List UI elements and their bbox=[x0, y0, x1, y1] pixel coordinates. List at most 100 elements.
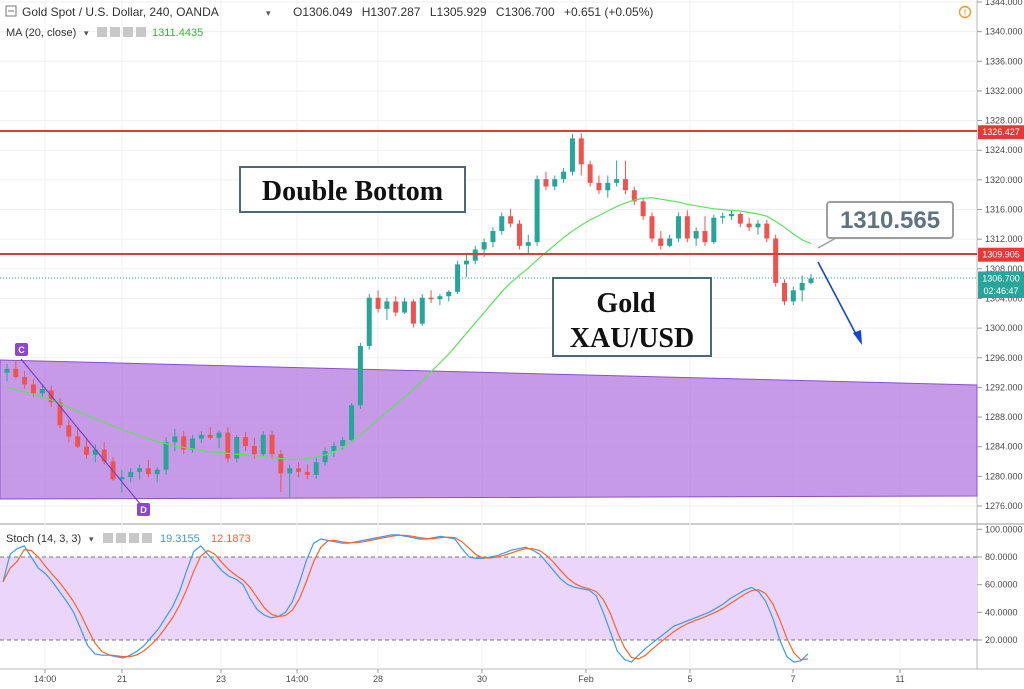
candle-body-down bbox=[101, 449, 107, 462]
low-value: 1305.929 bbox=[437, 5, 487, 19]
price-label-tags: 1326.427 1309.905 1306.700 02:46:47 bbox=[978, 125, 1024, 299]
time-tick-label: 5 bbox=[687, 674, 692, 684]
candle-body-down bbox=[13, 368, 19, 378]
price-tick-label: 1280.000 bbox=[985, 471, 1023, 481]
ma-settings-icon[interactable] bbox=[110, 27, 120, 37]
candle-body-down bbox=[243, 437, 249, 446]
stoch-indicator-label[interactable]: Stoch (14, 3, 3) bbox=[6, 533, 81, 545]
candle-body-up bbox=[552, 179, 558, 187]
gold-label-line1: Gold bbox=[596, 288, 656, 319]
price-tag bbox=[978, 271, 1024, 286]
open-value: 1306.049 bbox=[302, 5, 352, 19]
symbol-title[interactable]: Gold Spot / U.S. Dollar, 240, OANDA bbox=[22, 5, 219, 19]
price-tick-label: 1320.000 bbox=[985, 175, 1023, 185]
ma-tool-icons[interactable] bbox=[97, 27, 146, 37]
stoch-dropdown-icon[interactable]: ▾ bbox=[89, 534, 94, 544]
stoch-tick-label: 80.0000 bbox=[985, 552, 1018, 562]
point-d-marker[interactable] bbox=[137, 503, 150, 516]
stoch-d-value: 12.1873 bbox=[211, 533, 251, 545]
price-tick-label: 1308.000 bbox=[985, 264, 1023, 274]
price-tick-label: 1296.000 bbox=[985, 353, 1023, 363]
alert-icon[interactable] bbox=[958, 5, 972, 19]
candle-body-down bbox=[22, 377, 28, 385]
main-legend: Gold Spot / U.S. Dollar, 240, OANDA ▾ O1… bbox=[5, 5, 972, 545]
ma-20-line bbox=[6, 197, 812, 460]
candle-body-down bbox=[649, 216, 655, 239]
ma-dropdown-icon[interactable]: ▾ bbox=[84, 28, 89, 38]
candle-body-up bbox=[481, 242, 487, 250]
stoch-tick-label: 20.0000 bbox=[985, 635, 1018, 645]
candle-body-up bbox=[154, 469, 160, 475]
price-tick-label: 1344.000 bbox=[985, 0, 1023, 7]
price-tick-label: 1340.000 bbox=[985, 27, 1023, 37]
stoch-k-value: 19.3155 bbox=[160, 533, 200, 545]
candle-body-down bbox=[746, 223, 752, 228]
callout-text: 1310.565 bbox=[840, 207, 940, 234]
ma-indicator-label[interactable]: MA (20, close) bbox=[6, 27, 76, 39]
candle-body-down bbox=[269, 434, 275, 455]
candle-body-up bbox=[499, 216, 505, 232]
price-axis[interactable]: 1344.000 1340.000 1336.000 1332.000 1328.000… bbox=[977, 0, 1023, 511]
open-prefix: O bbox=[293, 5, 302, 19]
price-tick-label: 1316.000 bbox=[985, 205, 1023, 215]
candle-body-up bbox=[419, 297, 425, 324]
candle-body-down bbox=[764, 223, 770, 239]
callout-box[interactable] bbox=[826, 201, 954, 239]
candle-body-up bbox=[437, 296, 443, 300]
candle-body-up bbox=[198, 434, 204, 439]
stoch-settings-icon[interactable] bbox=[116, 533, 126, 543]
gold-label-box[interactable] bbox=[552, 277, 712, 357]
ma-eye-icon[interactable] bbox=[97, 27, 107, 37]
collapse-icon[interactable] bbox=[5, 5, 17, 17]
stoch-overbought-oversold-band bbox=[0, 557, 977, 640]
time-axis[interactable]: 14:00 21 23 14:00 28 30 Feb 5 7 11 bbox=[34, 669, 905, 684]
candle-body-down bbox=[684, 216, 690, 239]
candle-body-up bbox=[128, 471, 134, 478]
price-tick-label: 1288.000 bbox=[985, 412, 1023, 422]
price-tick-label: 1328.000 bbox=[985, 116, 1023, 126]
time-tick-label: 11 bbox=[895, 674, 904, 684]
ma-close-icon[interactable] bbox=[136, 27, 146, 37]
candle-body-up bbox=[119, 477, 125, 480]
point-c-marker[interactable] bbox=[15, 343, 28, 356]
candle-body-up bbox=[720, 216, 726, 218]
price-tag-label: 1309.905 bbox=[982, 250, 1020, 260]
candle-body-up bbox=[561, 171, 567, 180]
symbol-dropdown-icon[interactable]: ▾ bbox=[266, 8, 271, 18]
candle-body-down bbox=[596, 182, 602, 191]
double-bottom-box[interactable] bbox=[239, 166, 466, 213]
candle-body-up bbox=[216, 432, 222, 438]
candle-body-up bbox=[693, 231, 699, 239]
ma-add-icon[interactable] bbox=[123, 27, 133, 37]
time-tick-label: 7 bbox=[790, 674, 795, 684]
low-prefix: L bbox=[430, 5, 437, 19]
candle-body-down bbox=[622, 179, 628, 191]
candle-body-down bbox=[393, 301, 399, 313]
candle-body-up bbox=[667, 238, 673, 246]
c-d-leg-line bbox=[20, 358, 142, 506]
candle-body-down bbox=[304, 471, 310, 475]
stoch-eye-icon[interactable] bbox=[103, 533, 113, 543]
candle-body-up bbox=[799, 282, 805, 291]
candle-body-up bbox=[137, 468, 143, 472]
candle-body-down bbox=[702, 231, 708, 243]
candle-body-down bbox=[251, 445, 257, 455]
stoch-add-icon[interactable] bbox=[129, 533, 139, 543]
candle-body-up bbox=[384, 301, 390, 309]
candle-body-up bbox=[260, 434, 266, 455]
time-tick-label: 21 bbox=[117, 674, 127, 684]
stoch-tick-label: 60.0000 bbox=[985, 580, 1018, 590]
price-tick-label: 1324.000 bbox=[985, 145, 1023, 155]
price-tag bbox=[978, 247, 1024, 262]
candle-body-down bbox=[75, 436, 81, 447]
candle-body-down bbox=[145, 468, 151, 475]
price-tick-label: 1284.000 bbox=[985, 442, 1023, 452]
stoch-close-icon[interactable] bbox=[142, 533, 152, 543]
time-tick-label: 14:00 bbox=[286, 674, 309, 684]
stoch-tool-icons[interactable] bbox=[103, 533, 152, 543]
candle-body-down bbox=[508, 216, 514, 224]
candle-body-down bbox=[543, 179, 549, 187]
stoch-axis[interactable]: 100.0000 80.0000 60.0000 40.0000 20.0000 bbox=[977, 524, 1023, 645]
candle-body-up bbox=[711, 217, 717, 243]
